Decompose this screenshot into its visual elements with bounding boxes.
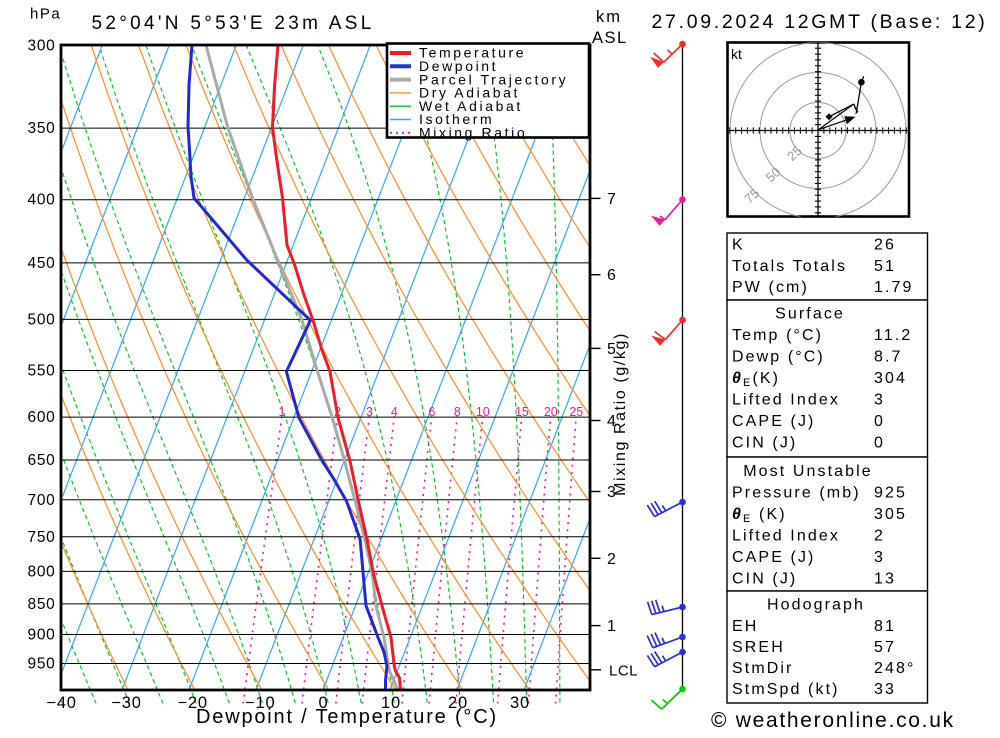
svg-text:26: 26: [874, 237, 896, 254]
svg-text:51: 51: [874, 258, 896, 275]
svg-text:Temperature: Temperature: [419, 45, 526, 61]
svg-text:Parcel Trajectory: Parcel Trajectory: [419, 71, 568, 87]
svg-text:km: km: [596, 8, 622, 26]
svg-text:10: 10: [476, 405, 490, 419]
svg-text:33: 33: [874, 681, 896, 698]
svg-text:Dewpoint: Dewpoint: [419, 58, 498, 74]
svg-text:CAPE (J): CAPE (J): [732, 549, 815, 566]
svg-text:550: 550: [28, 363, 56, 380]
svg-text:750: 750: [28, 529, 56, 546]
svg-text:600: 600: [28, 409, 56, 426]
svg-text:81: 81: [874, 618, 896, 635]
svg-text:hPa: hPa: [30, 6, 61, 23]
svg-text:10: 10: [381, 694, 401, 712]
svg-text:800: 800: [28, 563, 56, 580]
svg-text:500: 500: [28, 311, 56, 328]
svg-text:Totals Totals: Totals Totals: [732, 258, 847, 275]
svg-text:2: 2: [607, 551, 616, 568]
svg-text:13: 13: [874, 571, 896, 588]
svg-text:15: 15: [515, 405, 529, 419]
svg-text:2: 2: [874, 528, 885, 545]
svg-text:305: 305: [874, 506, 907, 523]
svg-text:Temp (°C): Temp (°C): [732, 327, 823, 344]
svg-text:3: 3: [874, 392, 885, 409]
svg-text:925: 925: [874, 485, 907, 502]
svg-text:7: 7: [607, 191, 616, 208]
svg-text:−20: −20: [178, 694, 208, 712]
svg-text:K: K: [732, 237, 745, 254]
svg-text:700: 700: [28, 492, 56, 509]
svg-text:0: 0: [874, 435, 885, 452]
svg-text:1: 1: [607, 618, 616, 635]
svg-text:Pressure (mb): Pressure (mb): [732, 485, 861, 502]
svg-text:350: 350: [28, 120, 56, 137]
svg-text:Hodograph: Hodograph: [767, 597, 865, 614]
svg-text:4: 4: [607, 413, 616, 430]
svg-text:Lifted Index: Lifted Index: [732, 392, 840, 409]
svg-text:Wet Adiabat: Wet Adiabat: [419, 98, 523, 114]
svg-text:20: 20: [448, 694, 468, 712]
svg-text:CAPE (J): CAPE (J): [732, 413, 815, 430]
svg-text:20: 20: [544, 405, 558, 419]
svg-text:LCL: LCL: [609, 663, 638, 680]
svg-text:248°: 248°: [874, 660, 916, 677]
svg-text:StmDir: StmDir: [732, 660, 793, 677]
svg-text:θE(K): θE(K): [732, 370, 780, 389]
svg-text:300: 300: [28, 38, 56, 55]
svg-text:Dry Adiabat: Dry Adiabat: [419, 85, 520, 101]
svg-text:−30: −30: [111, 694, 141, 712]
svg-text:kt: kt: [731, 46, 742, 62]
svg-text:304: 304: [874, 370, 907, 387]
svg-text:−10: −10: [245, 694, 275, 712]
svg-text:StmSpd (kt): StmSpd (kt): [732, 681, 840, 698]
svg-text:EH: EH: [732, 618, 758, 635]
svg-text:CIN (J): CIN (J): [732, 435, 797, 452]
svg-text:6: 6: [607, 267, 616, 284]
svg-text:27.09.2024 12GMT (Base: 12): 27.09.2024 12GMT (Base: 12): [652, 11, 988, 33]
svg-text:Surface: Surface: [775, 306, 845, 323]
svg-text:1.79: 1.79: [874, 279, 914, 296]
svg-text:30: 30: [510, 694, 530, 712]
svg-text:900: 900: [28, 627, 56, 644]
svg-text:0: 0: [874, 413, 885, 430]
svg-text:Most Unstable: Most Unstable: [743, 463, 873, 480]
svg-text:950: 950: [28, 656, 56, 673]
svg-text:5: 5: [607, 341, 616, 358]
svg-text:650: 650: [28, 452, 56, 469]
svg-text:3: 3: [366, 405, 373, 419]
svg-text:8: 8: [454, 405, 461, 419]
svg-text:4: 4: [391, 405, 398, 419]
svg-text:1: 1: [279, 405, 286, 419]
svg-text:© weatheronline.co.uk: © weatheronline.co.uk: [711, 709, 955, 732]
svg-text:25: 25: [569, 405, 583, 419]
svg-text:400: 400: [28, 192, 56, 209]
svg-text:57: 57: [874, 639, 896, 656]
svg-text:Lifted Index: Lifted Index: [732, 528, 840, 545]
svg-text:850: 850: [28, 596, 56, 613]
svg-text:SREH: SREH: [732, 639, 785, 656]
svg-text:Dewpoint / Temperature (°C): Dewpoint / Temperature (°C): [196, 706, 498, 728]
svg-text:11.2: 11.2: [874, 327, 912, 344]
svg-text:ASL: ASL: [592, 29, 628, 47]
svg-text:3: 3: [607, 484, 616, 501]
svg-text:2: 2: [334, 405, 341, 419]
svg-text:Isotherm: Isotherm: [419, 111, 494, 127]
svg-text:Dewp (°C): Dewp (°C): [732, 349, 825, 366]
svg-text:52°04'N 5°53'E 23m ASL: 52°04'N 5°53'E 23m ASL: [92, 13, 375, 34]
svg-text:Mixing Ratio: Mixing Ratio: [419, 125, 527, 141]
svg-text:−40: −40: [46, 694, 76, 712]
svg-text:8.7: 8.7: [874, 349, 903, 366]
svg-text:PW (cm): PW (cm): [732, 279, 809, 296]
svg-text:3: 3: [874, 549, 885, 566]
svg-text:6: 6: [428, 405, 435, 419]
svg-text:0: 0: [319, 694, 329, 712]
svg-text:CIN (J): CIN (J): [732, 571, 797, 588]
svg-text:450: 450: [28, 255, 56, 272]
svg-text:θE (K): θE (K): [732, 506, 787, 525]
svg-text:Mixing Ratio (g/kg): Mixing Ratio (g/kg): [612, 332, 629, 496]
